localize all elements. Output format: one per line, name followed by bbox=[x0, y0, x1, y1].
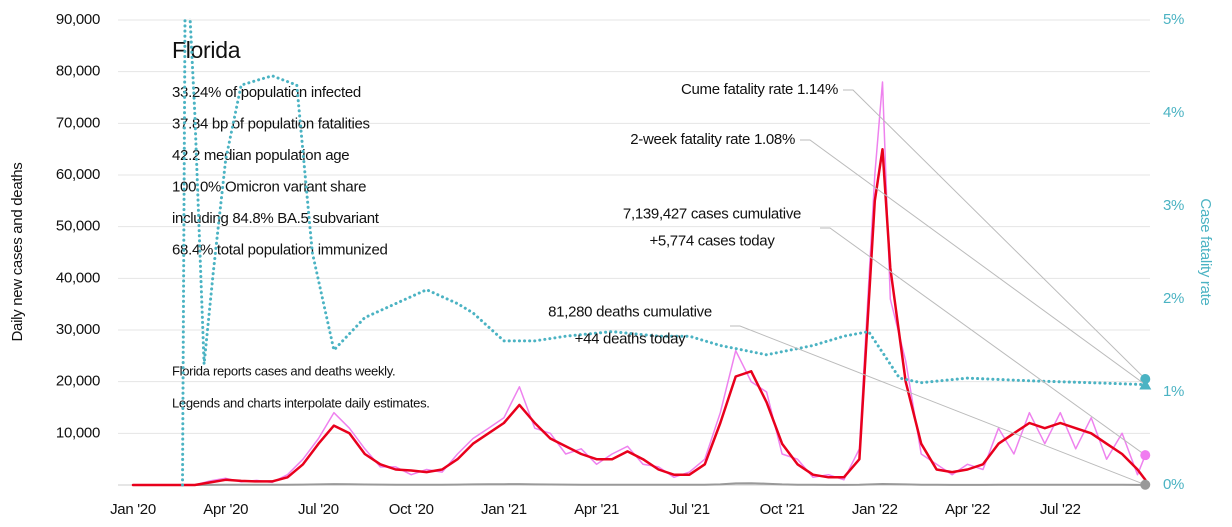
y2-axis-title: Case fatality rate bbox=[1197, 198, 1214, 305]
info-line: 42.2 median population age bbox=[172, 147, 349, 164]
x-tick-label: Jul '21 bbox=[669, 501, 710, 518]
annotation: +44 deaths today bbox=[575, 330, 687, 347]
y2-tick-label: 5% bbox=[1163, 11, 1184, 28]
x-tick-label: Jan '22 bbox=[852, 501, 898, 518]
y-axis-title: Daily new cases and deaths bbox=[9, 163, 26, 342]
leader-line bbox=[843, 89, 1146, 380]
info-line: 68.4% total population immunized bbox=[172, 241, 388, 258]
series-line bbox=[132, 482, 1147, 486]
y2-tick-label: 0% bbox=[1163, 476, 1184, 493]
y-tick-label: 40,000 bbox=[56, 269, 100, 286]
note: Florida reports cases and deaths weekly. bbox=[172, 363, 395, 378]
y-tick-label: 30,000 bbox=[56, 321, 100, 338]
y2-tick-label: 1% bbox=[1163, 383, 1184, 400]
end-marker bbox=[1140, 479, 1151, 490]
y2-tick-label: 4% bbox=[1163, 104, 1184, 121]
y-tick-label: 80,000 bbox=[56, 63, 100, 80]
leader-line bbox=[820, 227, 1146, 456]
x-tick-label: Jul '22 bbox=[1040, 501, 1081, 518]
chart-title: Florida bbox=[172, 37, 241, 63]
x-tick-label: Jul '20 bbox=[298, 501, 339, 518]
info-line: including 84.8% BA.5 subvariant bbox=[172, 210, 380, 227]
x-tick-label: Apr '21 bbox=[574, 501, 619, 518]
x-tick-label: Jan '21 bbox=[481, 501, 527, 518]
y-tick-label: 70,000 bbox=[56, 114, 100, 131]
y-tick-label: 90,000 bbox=[56, 11, 100, 28]
x-tick-label: Jan '20 bbox=[110, 501, 156, 518]
end-marker bbox=[1140, 450, 1151, 461]
plot-area bbox=[131, 18, 1147, 487]
annotation: 7,139,427 cases cumulative bbox=[623, 205, 801, 222]
x-tick-label: Apr '22 bbox=[945, 501, 990, 518]
annotation: +5,774 cases today bbox=[649, 232, 775, 249]
annotation: 2-week fatality rate 1.08% bbox=[630, 131, 795, 148]
info-line: 100.0% Omicron variant share bbox=[172, 178, 366, 195]
series-line bbox=[131, 147, 1147, 487]
y-tick-label: 60,000 bbox=[56, 166, 100, 183]
x-tick-label: Apr '20 bbox=[203, 501, 248, 518]
annotation: Cume fatality rate 1.14% bbox=[681, 81, 838, 98]
y-tick-label: 10,000 bbox=[56, 424, 100, 441]
leader-line bbox=[730, 325, 1146, 486]
x-tick-label: Oct '21 bbox=[760, 501, 805, 518]
y2-tick-label: 2% bbox=[1163, 290, 1184, 307]
end-marker bbox=[1139, 378, 1152, 390]
info-line: 37.84 bp of population fatalities bbox=[172, 115, 370, 132]
note: Legends and charts interpolate daily est… bbox=[172, 395, 430, 410]
series-line bbox=[181, 18, 1147, 487]
y2-tick-label: 3% bbox=[1163, 197, 1184, 214]
y-tick-label: 20,000 bbox=[56, 373, 100, 390]
annotation: 81,280 deaths cumulative bbox=[548, 303, 712, 320]
x-tick-label: Oct '20 bbox=[389, 501, 434, 518]
info-line: 33.24% of population infected bbox=[172, 84, 361, 101]
leader-line bbox=[800, 139, 1146, 385]
y-tick-label: 50,000 bbox=[56, 218, 100, 235]
